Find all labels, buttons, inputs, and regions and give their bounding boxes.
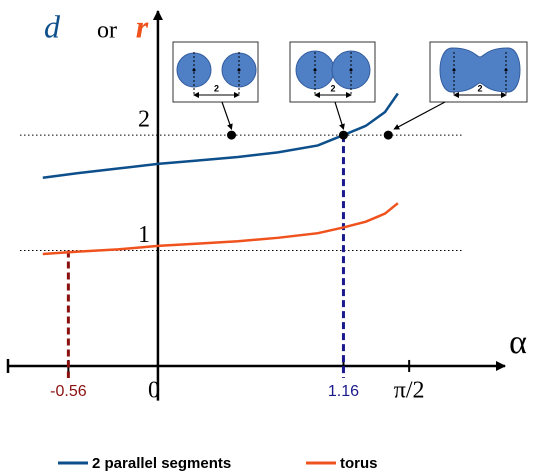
legend-label: torus (340, 455, 378, 472)
inset (429, 41, 528, 103)
x-tick-label: 1.16 (328, 383, 359, 400)
legend-label: 2 parallel segments (92, 455, 231, 472)
inset-dot (237, 68, 241, 72)
callout-arrow (393, 101, 446, 130)
y-tick-label: 1 (138, 222, 150, 248)
point (338, 130, 348, 140)
x-tick-label: -0.56 (50, 383, 87, 400)
y-label-d: d (44, 8, 61, 44)
point (383, 130, 393, 140)
point (227, 130, 237, 140)
inset-dot (452, 68, 456, 72)
inset-label: 2 (477, 83, 482, 93)
inset-dot (192, 68, 196, 72)
inset-label: 2 (214, 83, 219, 93)
series-line (42, 92, 399, 180)
series-line (42, 202, 399, 256)
y-label-r: r (136, 8, 149, 44)
y-label-or: or (97, 18, 117, 44)
callout-arrow (334, 101, 345, 131)
inset-label: 2 (330, 83, 335, 93)
x-label: α (509, 324, 527, 361)
inset-dot (349, 68, 353, 72)
callout-arrow (221, 101, 233, 131)
inset-dot (504, 68, 508, 72)
insets (172, 41, 528, 103)
inset-dot (313, 68, 317, 72)
y-tick-label: 2 (138, 107, 150, 133)
x-tick-label: π/2 (394, 377, 425, 403)
x-tick-label: 0 (148, 377, 160, 403)
